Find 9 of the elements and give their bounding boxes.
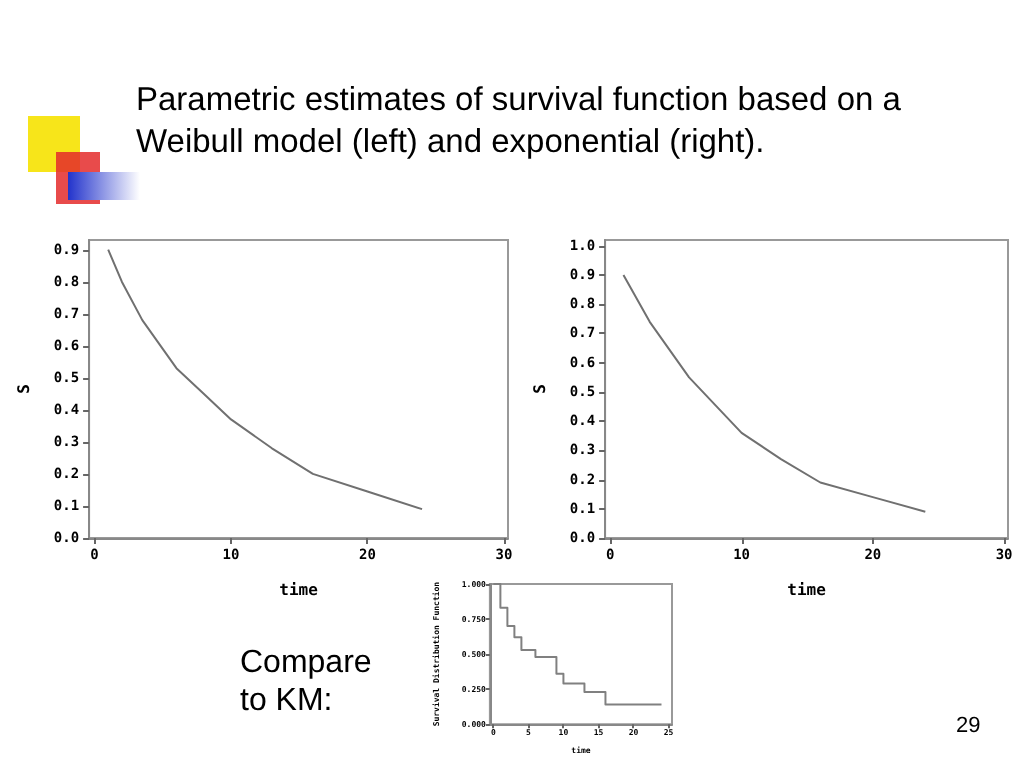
y-axis-title: S — [15, 383, 33, 394]
text: Compare to KM: — [240, 644, 374, 720]
line-series — [107, 248, 424, 511]
chart-title: Parametric estimates of survival function based on a Weibull model (left) and exponential (right). — [136, 80, 903, 164]
x-axis-title: time — [787, 581, 827, 599]
line-series — [622, 274, 927, 513]
text: 29 — [956, 712, 981, 742]
y-axis-title: S — [531, 383, 549, 394]
x-axis-title: time — [279, 581, 319, 599]
